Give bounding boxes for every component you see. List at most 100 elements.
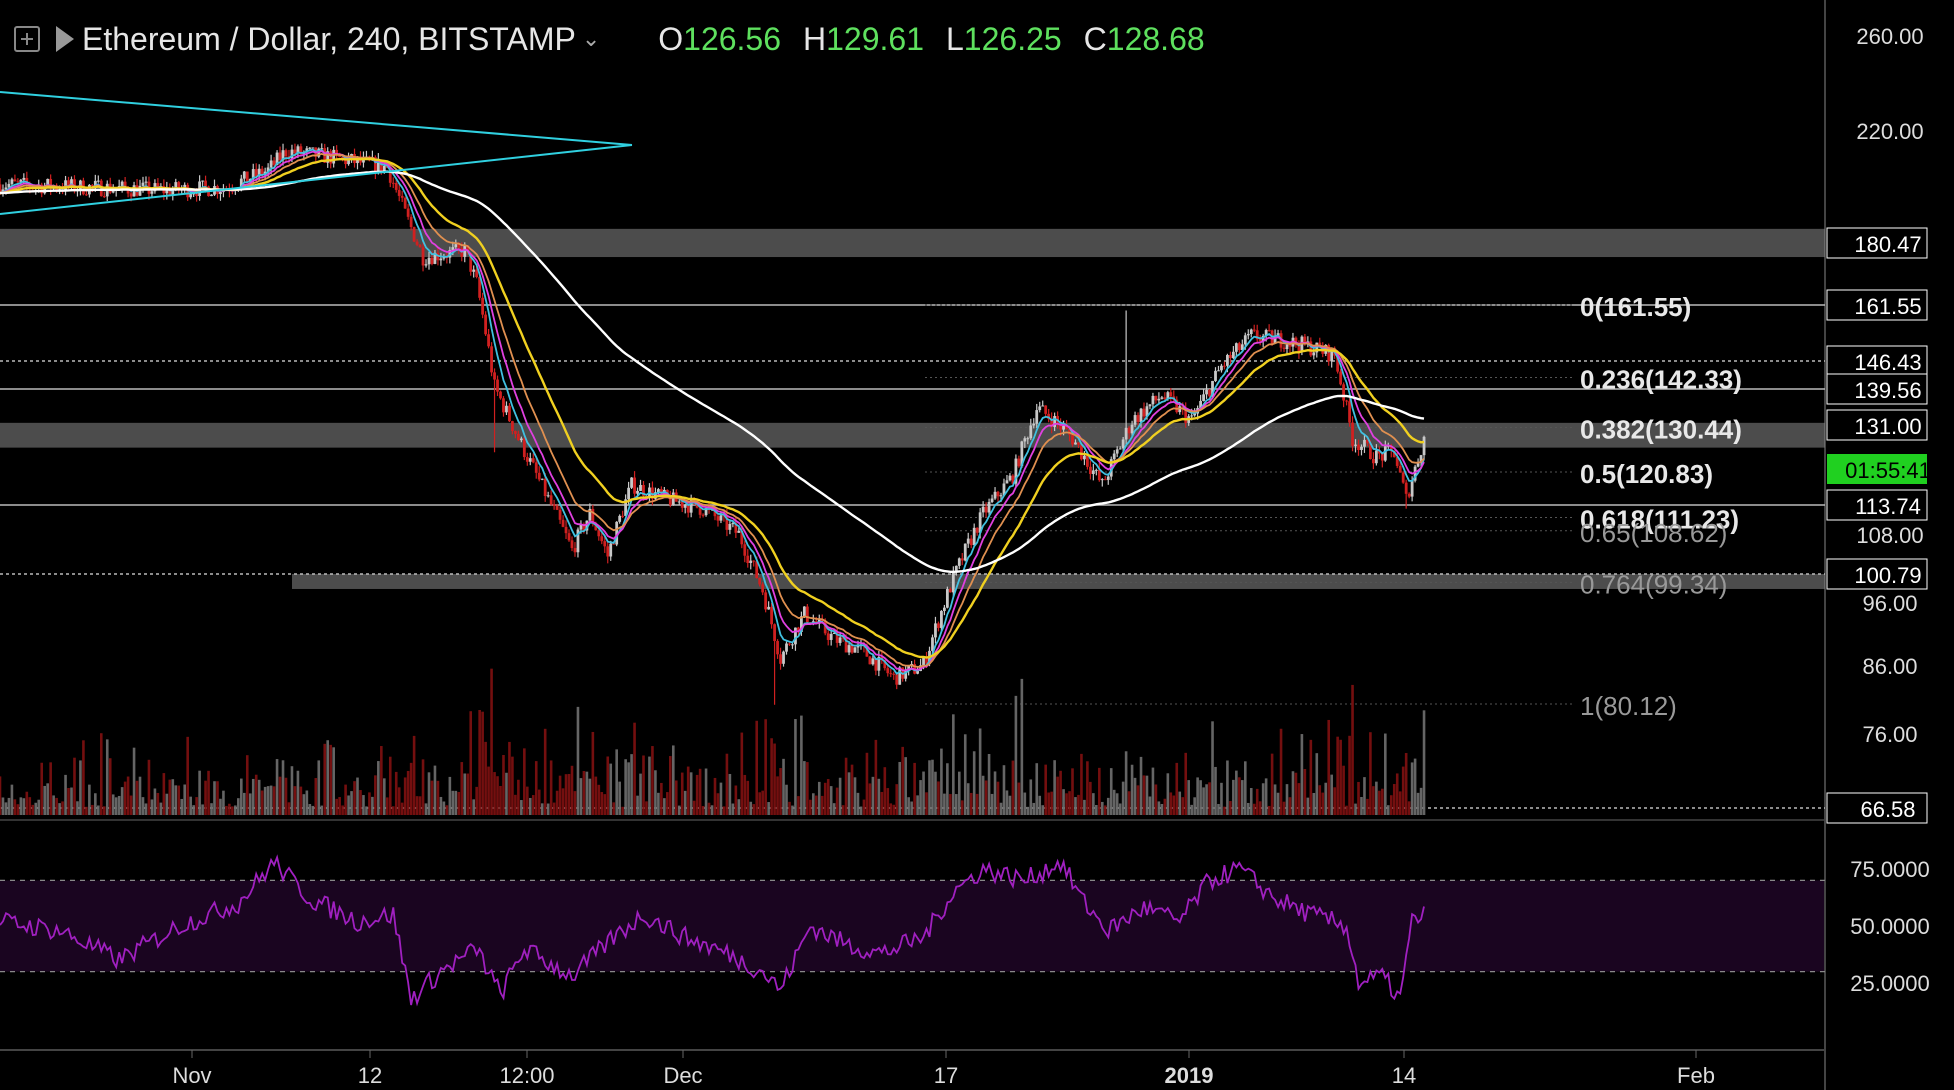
volume-bar — [1005, 790, 1009, 815]
candle-body — [382, 165, 386, 172]
volume-bar — [424, 803, 428, 815]
volume-bar — [841, 805, 845, 815]
volume-bar — [996, 781, 1000, 815]
volume-bar — [528, 797, 532, 815]
volume-bar — [570, 765, 574, 815]
volume-bar — [153, 788, 157, 815]
volume-bar — [1118, 803, 1122, 815]
volume-bar — [561, 788, 565, 815]
volume-bar — [22, 798, 26, 815]
volume-bar — [859, 806, 863, 815]
candle-body — [1226, 354, 1229, 366]
volume-bar — [517, 779, 520, 815]
volume-bar — [1229, 801, 1232, 815]
candle-body — [129, 193, 133, 197]
volume-bar — [1092, 793, 1095, 815]
symbol-title[interactable]: Ethereum / Dollar, 240, BITSTAMP — [82, 20, 576, 57]
candle-body — [642, 485, 645, 496]
candle-body — [1166, 392, 1170, 399]
volume-bar — [1139, 756, 1143, 815]
volume-bar — [624, 759, 627, 815]
candle-body — [299, 146, 303, 155]
chevron-down-icon[interactable]: ⌄ — [581, 26, 601, 51]
volume-bar — [16, 804, 20, 815]
candle-body — [1139, 408, 1143, 422]
ma-long-line — [0, 170, 1425, 573]
candle-body — [388, 167, 392, 183]
volume-bar — [365, 806, 368, 815]
volume-bar — [791, 805, 794, 815]
compare-add-icon[interactable] — [14, 26, 40, 52]
volume-bar — [43, 785, 46, 815]
volume-bar — [814, 795, 818, 815]
volume-bar — [58, 803, 61, 815]
candle-body — [874, 658, 878, 671]
candle-body — [502, 398, 505, 413]
volume-bar — [150, 799, 154, 815]
volume-bar — [1351, 684, 1354, 815]
candles — [0, 143, 1426, 705]
candle-body — [1413, 466, 1417, 481]
candle-body — [546, 495, 550, 497]
candle-body — [1243, 335, 1247, 345]
volume-bar — [1190, 804, 1193, 815]
candle-body — [999, 495, 1003, 497]
candle-body — [549, 495, 553, 505]
volume-bar — [1312, 792, 1316, 815]
volume-bar — [576, 706, 580, 815]
fib-label: 0.618(111.23) — [1580, 504, 1739, 534]
volume-bar — [341, 805, 344, 815]
candle-body — [907, 665, 911, 670]
candle-body — [1282, 347, 1286, 350]
candle-body — [1214, 370, 1217, 381]
candle-body — [201, 180, 204, 182]
rsi-band — [0, 880, 1825, 972]
volume-bar — [725, 753, 729, 815]
volume-bar — [287, 802, 291, 815]
volume-bar — [618, 781, 621, 815]
volume-bar — [823, 782, 827, 815]
price-label-box — [1826, 489, 1928, 521]
volume-bar — [1023, 792, 1027, 815]
volume-bar — [1413, 758, 1417, 815]
candle-body — [239, 178, 243, 189]
candle-body — [1029, 425, 1033, 439]
candle-body — [406, 208, 410, 217]
volume-bar — [1315, 753, 1319, 815]
volume-bar — [925, 792, 928, 815]
ohlc-readout: O126.56 H129.61 L126.25 C128.68 — [658, 21, 1204, 58]
candle-body — [788, 643, 791, 645]
volume-bar — [895, 784, 899, 815]
volume-bar — [1166, 773, 1170, 815]
candle-body — [1371, 459, 1375, 464]
candle-body — [1005, 480, 1009, 484]
candle-body — [951, 571, 955, 593]
volume-bar — [1053, 760, 1056, 815]
volume-bar — [537, 789, 541, 815]
volume-bar — [326, 740, 330, 815]
candle-body — [1041, 405, 1045, 407]
volume-bar — [949, 794, 952, 815]
candle-body — [776, 641, 779, 655]
candle-body — [567, 533, 571, 541]
candle-body — [1199, 400, 1203, 409]
volume-bar — [588, 778, 592, 815]
volume-bar — [284, 777, 288, 815]
volume-bar — [838, 777, 842, 815]
volume-bar — [633, 722, 636, 815]
volume-bar — [630, 754, 633, 815]
volume-bar — [740, 732, 744, 815]
volume-bar — [82, 740, 85, 815]
volume-bar — [374, 775, 377, 815]
volume-bar — [1345, 805, 1348, 815]
volume-bar — [1294, 772, 1298, 815]
volume-bar — [388, 756, 392, 815]
volume-bar — [400, 802, 404, 815]
volume-bar — [657, 792, 660, 815]
candle-body — [588, 508, 592, 521]
volume-bar — [1011, 760, 1015, 815]
volume-bar — [1115, 793, 1119, 815]
volume-bar — [1100, 801, 1104, 815]
ohlc-l: L126.25 — [946, 20, 1062, 57]
